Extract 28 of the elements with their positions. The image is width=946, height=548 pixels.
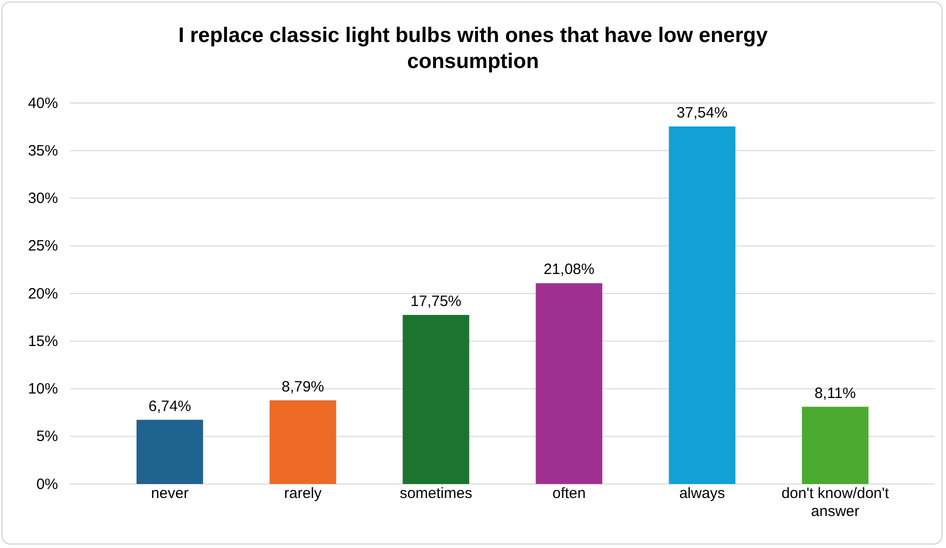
y-tick-label: 5% [36,428,58,446]
x-tick-label: often [552,485,586,502]
data-label: 6,74% [148,398,192,415]
data-label: 21,08% [544,261,594,278]
data-label: 8,11% [814,384,856,402]
bar [136,420,204,484]
y-tick-label: 10% [28,380,58,398]
x-tick-label: never [151,485,189,502]
y-tick-label: 20% [28,285,58,302]
y-tick-label: 40% [28,94,58,112]
bar [668,126,736,484]
data-label: 8,79% [282,378,324,396]
bar [536,283,602,484]
x-tick-label: rarely [284,485,322,502]
y-tick-label: 25% [28,238,58,255]
x-tick-label: sometimes [400,485,472,502]
bar [270,400,336,484]
bar [402,314,470,484]
y-tick-label: 35% [28,142,58,160]
y-tick-label: 15% [28,332,58,350]
x-tick-label: always [679,485,726,502]
data-label: 17,75% [410,292,462,310]
data-label: 37,54% [676,104,728,122]
chart-title: I replace classic light bulbs with ones that have low energy consumption [178,24,768,73]
y-tick-label: 0% [36,476,58,493]
bar [802,406,868,484]
y-tick-label: 30% [28,190,58,208]
x-tick-label: don't know/don't answer [781,485,890,520]
